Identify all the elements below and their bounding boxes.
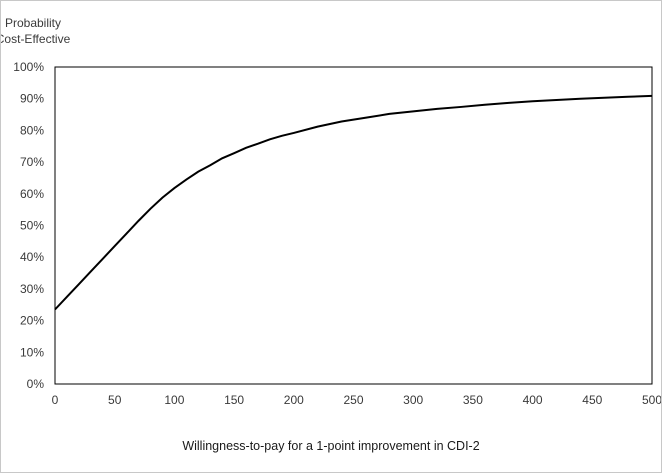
x-tick-label: 0 [52, 393, 59, 407]
y-tick-label: 10% [20, 345, 44, 359]
y-tick-label: 80% [20, 123, 44, 137]
y-tick-label: 0% [27, 377, 45, 391]
x-tick-label: 300 [403, 393, 423, 407]
y-tick-label: 60% [20, 187, 44, 201]
x-tick-label: 200 [284, 393, 304, 407]
y-tick-label: 90% [20, 92, 44, 106]
x-axis-ticks: 0 50 100 150 200 250 300 350 400 450 500 [52, 393, 661, 407]
y-axis-label-line-1: Probability [5, 16, 61, 30]
probability-curve [54, 94, 653, 311]
x-tick-label: 400 [523, 393, 543, 407]
plot-area [54, 66, 653, 385]
y-axis-ticks: 0% 10% 20% 30% 40% 50% 60% 70% 80% 90% 100% [13, 60, 44, 391]
x-tick-label: 100 [164, 393, 184, 407]
y-tick-label: 100% [13, 60, 44, 74]
y-tick-label: 40% [20, 250, 44, 264]
y-tick-label: 20% [20, 314, 44, 328]
x-tick-label: 150 [224, 393, 244, 407]
x-tick-label: 450 [582, 393, 602, 407]
x-tick-label: 50 [108, 393, 122, 407]
y-axis-label-line-2: Cost-Effective [1, 32, 71, 46]
x-axis-label: Willingness-to-pay for a 1-point improve… [182, 439, 479, 453]
y-tick-label: 70% [20, 155, 44, 169]
x-tick-label: 500 [642, 393, 661, 407]
x-tick-label: 250 [343, 393, 363, 407]
y-tick-label: 50% [20, 219, 44, 233]
x-tick-label: 350 [463, 393, 483, 407]
y-tick-label: 30% [20, 282, 44, 296]
